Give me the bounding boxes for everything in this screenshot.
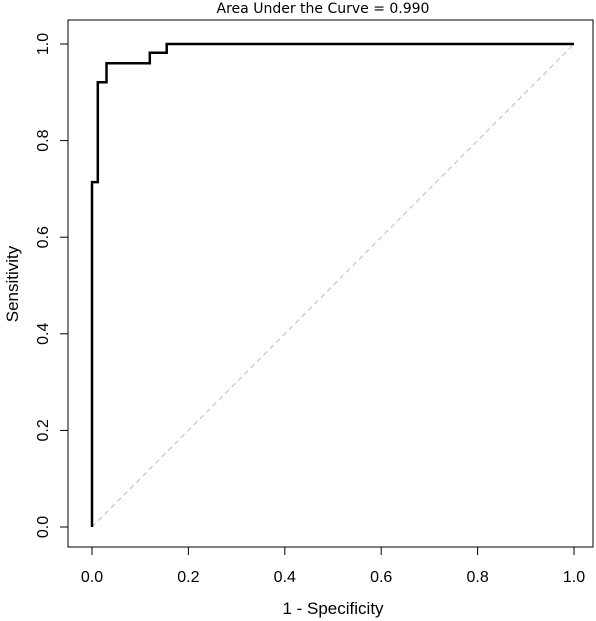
x-tick-label: 1.0 xyxy=(563,569,585,586)
y-tick-label: 1.0 xyxy=(35,33,52,55)
y-tick-label: 0.0 xyxy=(35,516,52,538)
x-axis-title: 1 - Specificity xyxy=(282,599,384,618)
y-tick-label: 0.8 xyxy=(35,129,52,151)
x-tick-label: 0.0 xyxy=(81,569,103,586)
x-tick-label: 0.4 xyxy=(274,569,296,586)
x-axis: 0.0 0.2 0.4 0.6 0.8 1.0 xyxy=(81,547,585,586)
plot-frame xyxy=(67,19,594,548)
y-tick-label: 0.2 xyxy=(35,419,52,441)
y-tick-label: 0.6 xyxy=(35,226,52,248)
chart-title: Area Under the Curve = 0.990 xyxy=(217,1,430,17)
y-axis: 0.0 0.2 0.4 0.6 0.8 1.0 xyxy=(35,33,68,538)
y-tick-label: 0.4 xyxy=(35,323,52,345)
x-tick-label: 0.8 xyxy=(466,569,488,586)
roc-curve-line xyxy=(90,42,574,527)
reference-diagonal-line xyxy=(91,43,575,528)
x-tick-label: 0.2 xyxy=(177,569,199,586)
x-tick-label: 0.6 xyxy=(370,569,392,586)
y-axis-title: Sensitivity xyxy=(3,245,22,322)
